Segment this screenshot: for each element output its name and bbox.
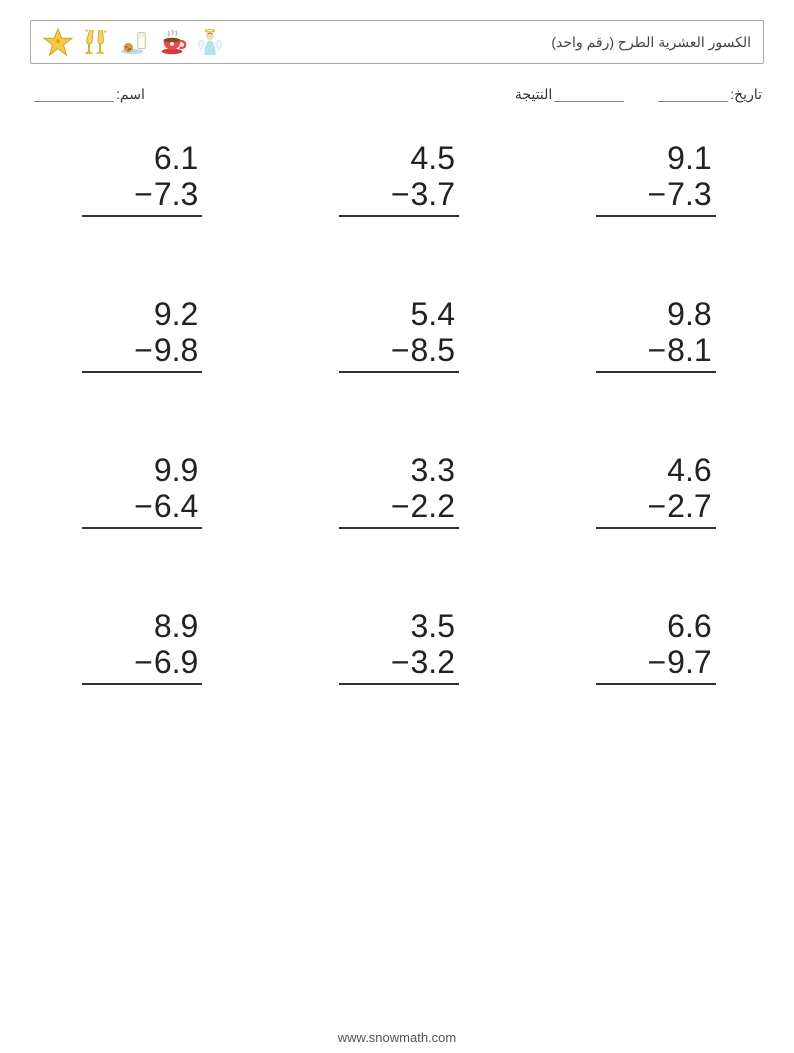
problems-grid: 6.1−7.34.5−3.79.1−7.39.2−9.85.4−8.59.8−8… xyxy=(30,141,764,685)
minuend: 5.4 xyxy=(411,297,459,332)
subtraction-problem: 8.9−6.9 xyxy=(82,609,202,685)
score-field: النتيجة xyxy=(515,86,626,103)
minuend: 9.9 xyxy=(154,453,202,488)
subtrahend: −7.3 xyxy=(596,176,716,217)
subtraction-problem: 5.4−8.5 xyxy=(339,297,459,373)
name-field: اسم: xyxy=(32,86,145,103)
subtrahend: −2.2 xyxy=(339,488,459,529)
minuend: 6.6 xyxy=(667,609,715,644)
minus-sign: − xyxy=(391,176,410,212)
subtrahend: −3.7 xyxy=(339,176,459,217)
footer-url: www.snowmath.com xyxy=(0,1030,794,1045)
minus-sign: − xyxy=(134,332,153,368)
subtraction-problem: 4.5−3.7 xyxy=(339,141,459,217)
date-blank-line[interactable] xyxy=(658,88,728,102)
minuend: 8.9 xyxy=(154,609,202,644)
champagne-glasses-icon xyxy=(81,27,111,57)
minuend: 4.6 xyxy=(667,453,715,488)
minuend: 9.2 xyxy=(154,297,202,332)
date-label: تاريخ: xyxy=(730,86,762,103)
date-field: تاريخ: xyxy=(656,86,762,103)
subtrahend-value: 2.7 xyxy=(667,488,711,524)
minus-sign: − xyxy=(647,176,666,212)
subtrahend-value: 7.3 xyxy=(667,176,711,212)
subtrahend: −9.8 xyxy=(82,332,202,373)
subtrahend-value: 8.5 xyxy=(411,332,455,368)
name-blank-line[interactable] xyxy=(34,88,114,102)
minus-sign: − xyxy=(134,488,153,524)
subtraction-problem: 6.1−7.3 xyxy=(82,141,202,217)
minuend: 9.1 xyxy=(667,141,715,176)
minus-sign: − xyxy=(134,176,153,212)
subtrahend-value: 6.4 xyxy=(154,488,198,524)
subtraction-problem: 6.6−9.7 xyxy=(596,609,716,685)
subtrahend-value: 9.8 xyxy=(154,332,198,368)
subtrahend: −2.7 xyxy=(596,488,716,529)
header-icons xyxy=(43,27,225,57)
subtrahend-value: 2.2 xyxy=(411,488,455,524)
subtraction-problem: 9.8−8.1 xyxy=(596,297,716,373)
minuend: 3.5 xyxy=(411,609,459,644)
subtrahend: −6.9 xyxy=(82,644,202,685)
minus-sign: − xyxy=(134,644,153,680)
subtrahend-value: 7.3 xyxy=(154,176,198,212)
cookies-milk-icon xyxy=(119,27,149,57)
subtraction-problem: 4.6−2.7 xyxy=(596,453,716,529)
minuend: 6.1 xyxy=(154,141,202,176)
score-label: النتيجة xyxy=(515,86,552,103)
subtrahend-value: 3.7 xyxy=(411,176,455,212)
subtrahend: −9.7 xyxy=(596,644,716,685)
subtrahend: −8.1 xyxy=(596,332,716,373)
minuend: 4.5 xyxy=(411,141,459,176)
subtraction-problem: 9.9−6.4 xyxy=(82,453,202,529)
subtraction-problem: 9.1−7.3 xyxy=(596,141,716,217)
teacup-icon xyxy=(157,27,187,57)
minuend: 3.3 xyxy=(411,453,459,488)
angel-icon xyxy=(195,27,225,57)
score-blank-line[interactable] xyxy=(554,88,624,102)
subtrahend-value: 8.1 xyxy=(667,332,711,368)
star-icon xyxy=(43,27,73,57)
subtrahend: −3.2 xyxy=(339,644,459,685)
minus-sign: − xyxy=(647,644,666,680)
info-fields-row: اسم: النتيجة تاريخ: xyxy=(30,86,764,103)
worksheet-title: (الكسور العشرية الطرح (رقم واحد xyxy=(551,34,751,51)
minus-sign: − xyxy=(391,488,410,524)
subtraction-problem: 3.3−2.2 xyxy=(339,453,459,529)
subtraction-problem: 9.2−9.8 xyxy=(82,297,202,373)
subtraction-problem: 3.5−3.2 xyxy=(339,609,459,685)
subtrahend: −6.4 xyxy=(82,488,202,529)
subtrahend-value: 9.7 xyxy=(667,644,711,680)
name-label: اسم: xyxy=(116,86,145,103)
minus-sign: − xyxy=(647,332,666,368)
subtrahend-value: 3.2 xyxy=(411,644,455,680)
subtrahend: −7.3 xyxy=(82,176,202,217)
minuend: 9.8 xyxy=(667,297,715,332)
minus-sign: − xyxy=(391,644,410,680)
subtrahend: −8.5 xyxy=(339,332,459,373)
minus-sign: − xyxy=(391,332,410,368)
worksheet-header: (الكسور العشرية الطرح (رقم واحد xyxy=(30,20,764,64)
minus-sign: − xyxy=(647,488,666,524)
subtrahend-value: 6.9 xyxy=(154,644,198,680)
